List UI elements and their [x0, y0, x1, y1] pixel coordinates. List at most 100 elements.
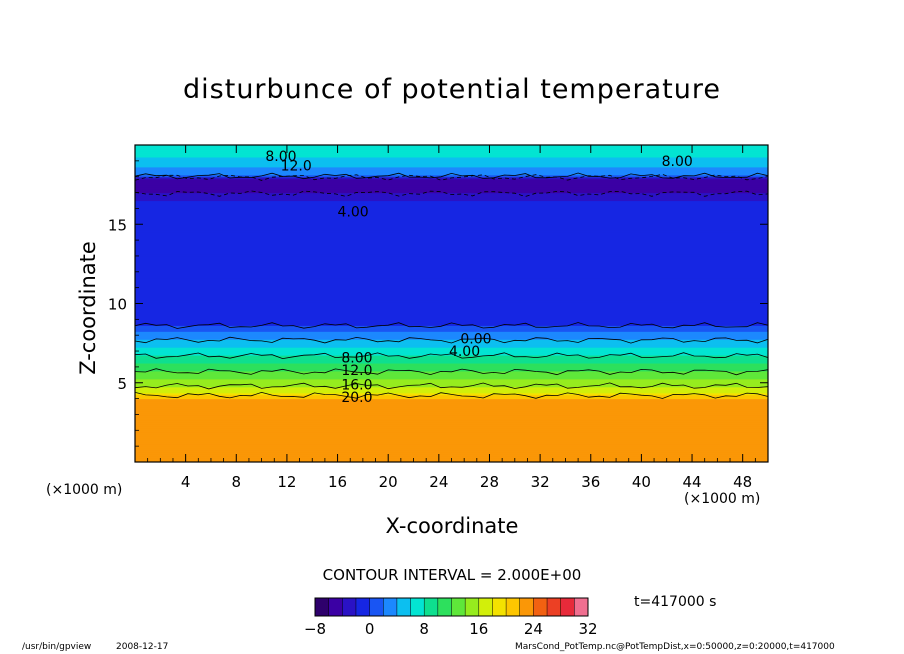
field-band [135, 226, 768, 229]
colorbar-cell [506, 598, 521, 616]
field-band [135, 434, 768, 437]
field-band [135, 196, 768, 200]
field-band [135, 406, 768, 410]
field-band [135, 206, 768, 209]
field-band [135, 269, 768, 273]
field-band [135, 275, 768, 279]
field-band [135, 333, 768, 336]
field-band [135, 246, 768, 249]
field-band [135, 146, 768, 150]
field-band [135, 186, 768, 190]
colorbar-cell [560, 598, 575, 616]
field-band [135, 337, 768, 340]
field-band [135, 253, 768, 257]
x-tick-label: 32 [531, 473, 550, 491]
contour-label: 16.0 [341, 377, 372, 393]
field-band [135, 374, 768, 378]
field-band [135, 438, 768, 441]
field-band [135, 376, 768, 380]
field-band [135, 351, 768, 354]
colorbar-cell [465, 598, 480, 616]
field-band [135, 436, 768, 439]
field-band [135, 356, 768, 360]
colorbar-cell [410, 598, 425, 616]
field-band [135, 448, 768, 451]
field-band [135, 347, 768, 350]
field-band [135, 402, 768, 406]
colorbar: −8 0 8 16 24 32 [304, 597, 598, 638]
contour-line [135, 382, 768, 390]
field-band [135, 392, 768, 396]
field-band [135, 388, 768, 392]
field-band [135, 192, 768, 196]
field-band [135, 355, 768, 358]
footer-command: /usr/bin/gpview [22, 642, 92, 652]
contour-label: 12.0 [281, 159, 312, 175]
field-band [135, 362, 768, 366]
field-band [135, 255, 768, 259]
field-band [135, 178, 768, 182]
time-label: t=417000 s [634, 594, 717, 610]
field-band [135, 257, 768, 261]
field-band [135, 180, 768, 184]
y-tick-label: 10 [108, 296, 127, 314]
field-band [135, 327, 768, 330]
colorbar-cell [478, 598, 493, 616]
field-band [135, 198, 768, 202]
field-band [135, 343, 768, 346]
field-band [135, 416, 768, 420]
field-band [135, 299, 768, 303]
x-tick-label: 16 [328, 473, 347, 491]
colorbar-cell [519, 598, 534, 616]
field-band [135, 309, 768, 313]
field-band [135, 329, 768, 332]
field-band [135, 358, 768, 362]
footer-source: MarsCond_PotTemp.nc@PotTempDist,x=0:5000… [515, 642, 835, 652]
contour-interval-label: CONTOUR INTERVAL = 2.000E+00 [322, 566, 582, 584]
field-band [135, 394, 768, 398]
field-band [135, 390, 768, 394]
field-band [135, 341, 768, 344]
field-band [135, 236, 768, 239]
x-tick-label: 40 [632, 473, 651, 491]
field-band [135, 218, 768, 221]
field-band [135, 261, 768, 265]
contour-lines [135, 172, 768, 399]
colorbar-tick-label: 16 [469, 620, 488, 638]
field-band [135, 293, 768, 297]
field-band [135, 396, 768, 400]
field-band [135, 289, 768, 293]
field-band [135, 150, 768, 154]
field-band [135, 450, 768, 453]
field-band [135, 382, 768, 386]
field-band [135, 319, 768, 322]
field-band [135, 202, 768, 206]
field-band [135, 271, 768, 275]
field-band [135, 170, 768, 174]
field-band [135, 424, 768, 427]
field-band [135, 188, 768, 192]
field-band [135, 410, 768, 414]
field-band [135, 168, 768, 172]
field-band [135, 420, 768, 423]
field-band [135, 305, 768, 309]
field-band [135, 259, 768, 263]
colorbar-cell [369, 598, 384, 616]
x-axis-label: X-coordinate [385, 514, 519, 538]
field-band [135, 454, 768, 457]
field-band [135, 263, 768, 267]
colorbar-cell [396, 598, 412, 616]
field-band [135, 248, 768, 251]
colorbar-cell [328, 598, 343, 616]
footer-date: 2008-12-17 [116, 642, 169, 652]
field-band [135, 386, 768, 390]
field-band [135, 287, 768, 291]
field-band [135, 380, 768, 384]
field-band [135, 364, 768, 368]
colorbar-cell [383, 598, 398, 616]
field-band [135, 400, 768, 404]
field-band [135, 291, 768, 295]
field-band [135, 404, 768, 408]
field-band [135, 325, 768, 328]
